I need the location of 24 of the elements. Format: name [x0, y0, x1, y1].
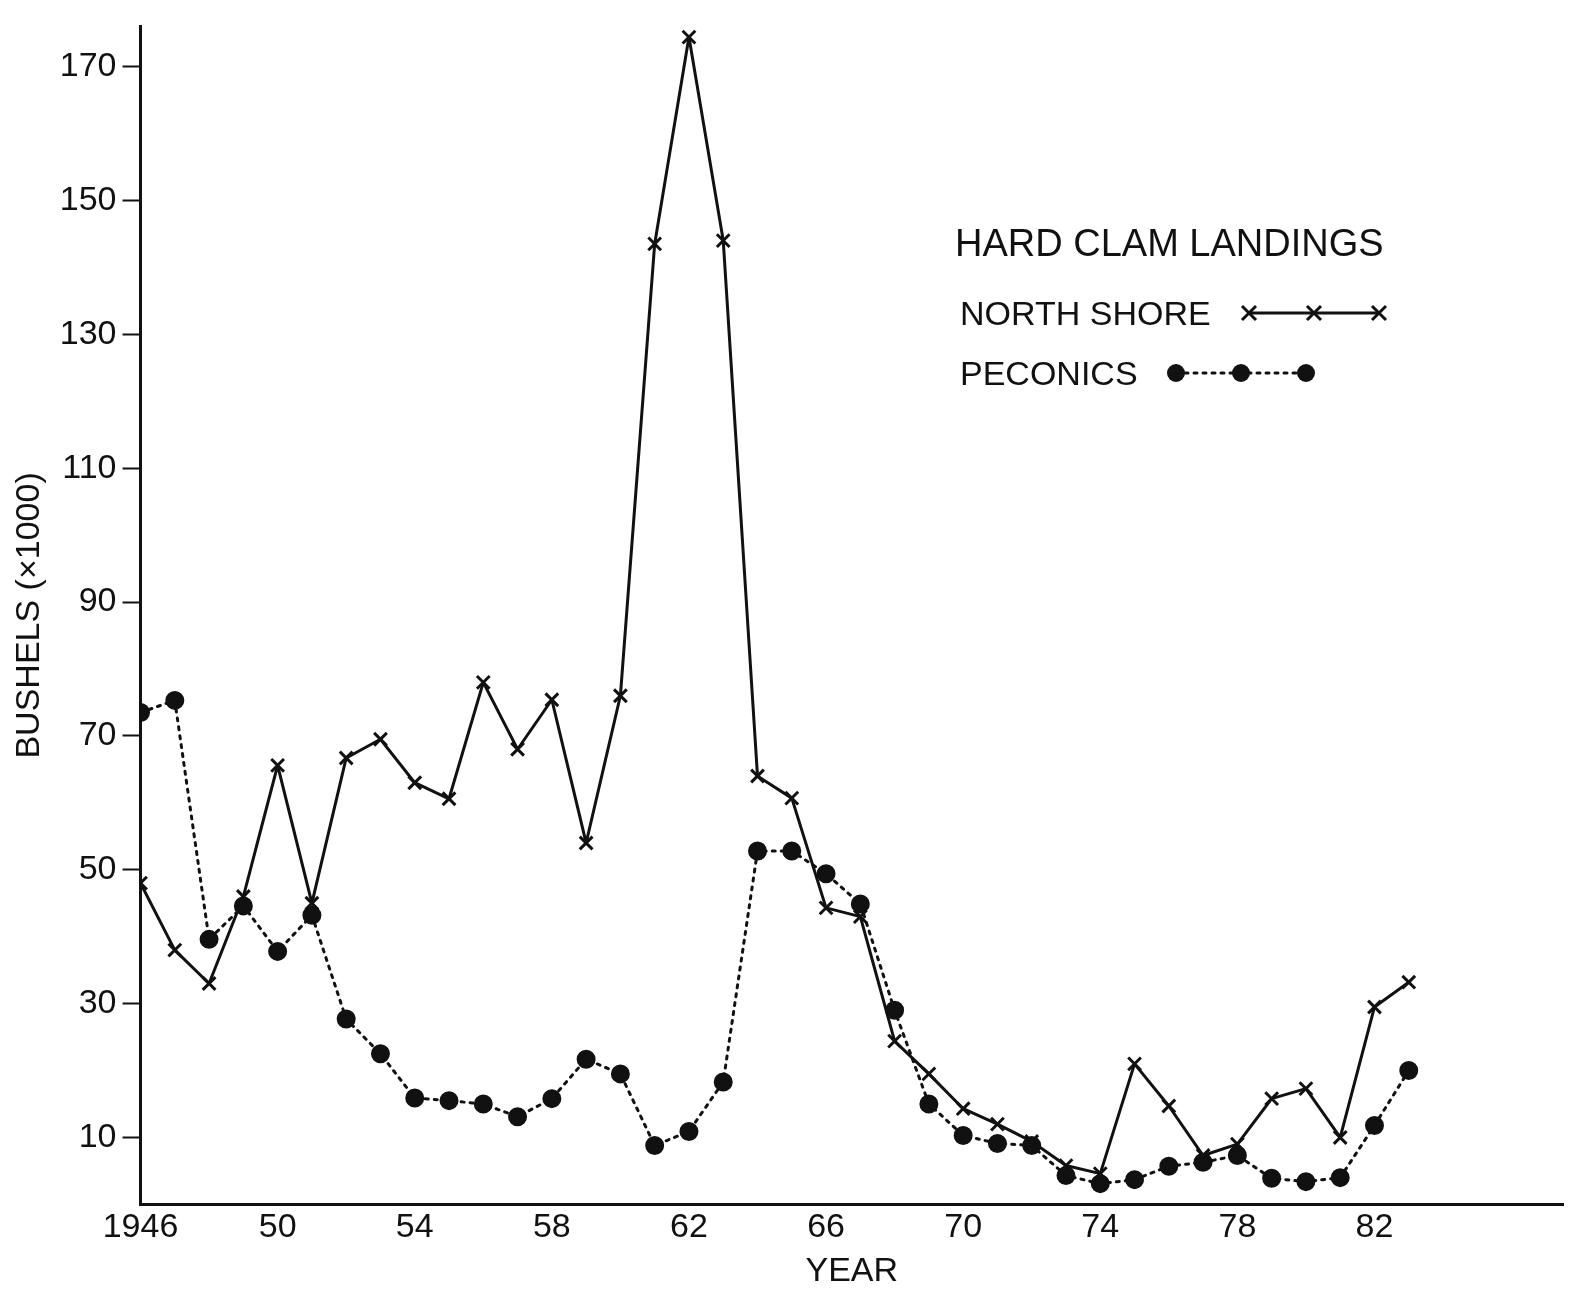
y-tick-label: 170	[59, 44, 117, 83]
x-tick-label: 74	[1081, 1206, 1120, 1245]
x-tick-label: 50	[258, 1206, 297, 1245]
x-tick-label: 62	[670, 1206, 708, 1245]
y-tick-label: 130	[59, 312, 117, 351]
y-tick-label: 70	[78, 714, 117, 753]
x-tick-label: 78	[1218, 1206, 1257, 1245]
x-axis-title: YEAR	[805, 1249, 899, 1288]
x-tick-label: 70	[944, 1206, 983, 1245]
y-tick-label: 90	[78, 580, 117, 619]
legend-title: HARD CLAM LANDINGS	[955, 222, 1385, 265]
x-tick-label: 66	[807, 1206, 845, 1245]
x-tick-label: 58	[532, 1206, 571, 1245]
x-tick-label: 82	[1355, 1206, 1394, 1245]
y-tick-label: 10	[78, 1115, 117, 1154]
legend-label: NORTH SHORE	[959, 293, 1211, 333]
y-tick-label: 150	[59, 178, 117, 217]
x-tick-label: 54	[395, 1206, 434, 1245]
legend-label: PECONICS	[959, 353, 1138, 393]
y-tick-label: 30	[78, 981, 117, 1020]
y-tick-label: 50	[78, 848, 117, 887]
y-axis-title: BUSHELS (×1000)	[7, 472, 46, 759]
y-tick-label: 110	[62, 446, 117, 485]
x-tick-label: 1946	[102, 1206, 179, 1245]
